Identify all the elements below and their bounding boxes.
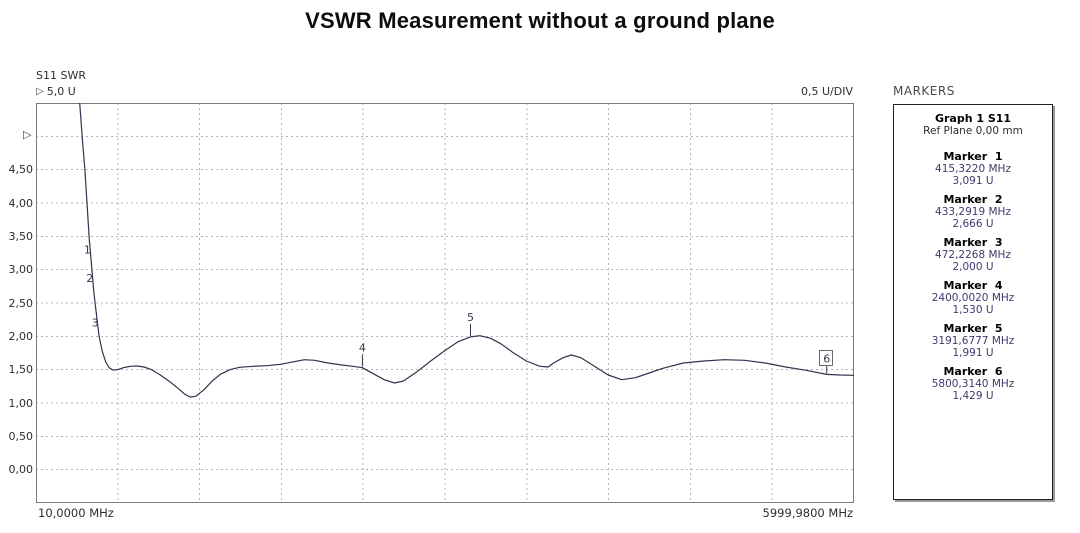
ref-level-label: ▷ 5,0 U [36, 85, 76, 98]
marker-entry-name: Marker 4 [943, 279, 1003, 292]
page-title: VSWR Measurement without a ground plane [305, 8, 775, 33]
marker-entry-value: 1,991 U [952, 347, 994, 359]
marker-entry-1: Marker 1 415,3220 MHz 3,091 U [894, 150, 1052, 187]
marker-entry-6: Marker 6 5800,3140 MHz 1,429 U [894, 365, 1052, 402]
marker-entry-frequency: 433,2919 MHz [935, 206, 1011, 218]
y-tick-label: 3,50 [8, 230, 34, 243]
markers-panel: Graph 1 S11 Ref Plane 0,00 mm Marker 1 41… [893, 104, 1053, 500]
y-tick-label: 4,00 [8, 197, 34, 210]
marker-entry-4: Marker 4 2400,0020 MHz 1,530 U [894, 279, 1052, 316]
marker-entry-frequency: 472,2268 MHz [935, 249, 1011, 261]
vswr-plot: 1 2 3 4 5 6 [36, 103, 854, 503]
y-tick-label: 2,00 [8, 330, 34, 343]
marker-entry-5: Marker 5 3191,6777 MHz 1,991 U [894, 322, 1052, 359]
y-tick-label: 0,00 [8, 463, 34, 476]
marker-1-label: 1 [84, 244, 91, 257]
ref-arrow-icon: ▷ [36, 86, 44, 97]
marker-entry-3: Marker 3 472,2268 MHz 2,000 U [894, 236, 1052, 273]
marker-2-label: 2 [86, 272, 93, 285]
marker-entry-name: Marker 5 [943, 322, 1003, 335]
trace-label: S11 SWR [36, 69, 86, 82]
x-axis-stop-label: 5999,9800 MHz [762, 506, 853, 520]
marker-entry-frequency: 2400,0020 MHz [931, 292, 1015, 304]
marker-entry-name: Marker 2 [943, 193, 1003, 206]
marker-entry-value: 1,530 U [952, 304, 994, 316]
y-tick-label: 3,00 [8, 263, 34, 276]
marker-entry-name: Marker 1 [943, 150, 1003, 163]
marker-6-box [819, 349, 834, 366]
plot-border [36, 103, 854, 503]
marker-entry-frequency: 3191,6777 MHz [931, 335, 1015, 347]
marker-3-label: 3 [92, 316, 99, 329]
ref-level-arrow-icon: ▷ [23, 128, 32, 141]
markers-ref-plane: Ref Plane 0,00 mm [923, 125, 1023, 137]
y-tick-label: 4,50 [8, 163, 34, 176]
markers-panel-header: MARKERS [893, 84, 955, 98]
marker-entry-frequency: 415,3220 MHz [935, 163, 1011, 175]
y-tick-label: 1,50 [8, 363, 34, 376]
marker-entry-name: Marker 6 [943, 365, 1003, 378]
marker-entry-name: Marker 3 [943, 236, 1003, 249]
marker-entry-value: 2,000 U [952, 261, 994, 273]
marker-entry-value: 2,666 U [952, 218, 994, 230]
vswr-trace [79, 103, 854, 398]
ref-level-value: 5,0 U [46, 85, 76, 98]
marker-entry-2: Marker 2 433,2919 MHz 2,666 U [894, 193, 1052, 230]
y-tick-label: 1,00 [8, 397, 34, 410]
x-axis-start-label: 10,0000 MHz [38, 506, 114, 520]
marker-entry-value: 1,429 U [952, 390, 994, 402]
marker-4-label: 4 [359, 342, 366, 355]
marker-entry-frequency: 5800,3140 MHz [931, 378, 1015, 390]
y-tick-label: 0,50 [8, 430, 34, 443]
scale-per-div-label: 0,5 U/DIV [801, 85, 853, 98]
y-tick-label: 2,50 [8, 297, 34, 310]
marker-entry-value: 3,091 U [952, 175, 994, 187]
markers-graph-title: Graph 1 S11 [934, 112, 1012, 125]
marker-5-label: 5 [467, 311, 474, 324]
marker-6-label: 6 [823, 352, 830, 365]
marker-list: Marker 1 415,3220 MHz 3,091 U Marker 2 433,2… [894, 150, 1052, 402]
